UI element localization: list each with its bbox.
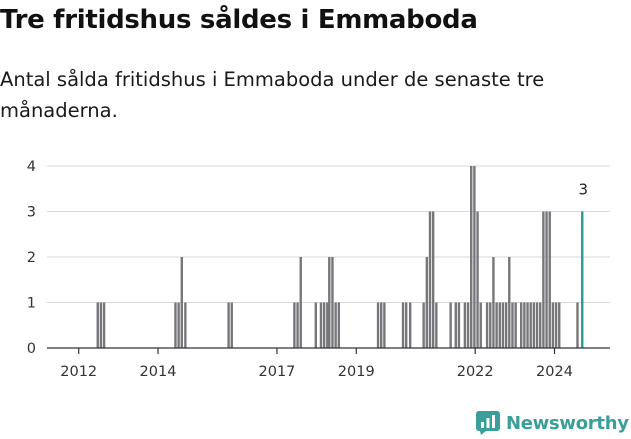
highlight-data-label: 3	[578, 181, 588, 199]
y-tick-label: 0	[27, 341, 36, 357]
bar	[401, 302, 405, 348]
y-tick-label: 1	[27, 296, 36, 312]
bar	[230, 302, 233, 348]
bar	[376, 302, 380, 348]
brand-logo: Newsworthy	[476, 408, 629, 438]
y-tick-label: 4	[27, 159, 36, 175]
bar	[422, 302, 425, 348]
bar	[514, 302, 517, 348]
bar	[529, 302, 532, 348]
bar	[428, 211, 432, 348]
bar	[463, 302, 467, 348]
bar	[331, 257, 334, 348]
bar	[466, 302, 470, 348]
x-tick-label: 2022	[457, 364, 494, 380]
bar	[184, 302, 187, 348]
bar	[498, 302, 501, 348]
bar	[337, 302, 341, 348]
bar	[501, 302, 505, 348]
bar-highlight	[581, 211, 584, 348]
bar	[180, 257, 184, 348]
bar	[227, 302, 230, 348]
bar	[383, 302, 386, 348]
bar	[334, 302, 337, 348]
bar	[479, 302, 482, 348]
bar	[535, 302, 539, 348]
bar	[314, 302, 318, 348]
newsworthy-logo-icon	[476, 411, 500, 435]
bar	[495, 302, 498, 348]
bar	[545, 211, 548, 348]
bar	[408, 302, 412, 348]
bar	[523, 302, 526, 348]
bar	[554, 302, 558, 348]
bar	[532, 302, 536, 348]
bar	[328, 257, 331, 348]
bar	[177, 302, 180, 348]
chart-subtitle: Antal sålda fritidshus i Emmaboda under …	[0, 68, 545, 122]
x-tick-label: 2017	[259, 364, 296, 380]
bar	[492, 257, 495, 348]
bar	[319, 302, 323, 348]
bar	[539, 302, 542, 348]
x-tick-labels: 2012 2014 2017 2019 2022 2024	[60, 364, 573, 380]
bar	[299, 257, 302, 348]
bar	[380, 302, 383, 348]
bar	[551, 302, 555, 348]
bar	[542, 211, 545, 348]
y-tick-label: 3	[27, 205, 36, 221]
bar	[485, 302, 489, 348]
bar	[576, 302, 579, 348]
bar	[425, 257, 429, 348]
bar	[519, 302, 523, 348]
x-tick-label: 2014	[140, 364, 177, 380]
y-tick-label: 2	[27, 250, 36, 266]
bar	[435, 302, 438, 348]
bar	[473, 166, 476, 348]
bar	[322, 302, 326, 348]
bar	[326, 302, 329, 348]
chart-title: Tre fritidshus såldes i Emmaboda	[0, 5, 478, 35]
bar	[558, 302, 561, 348]
y-tick-labels: 0 1 2 3 4	[27, 159, 36, 357]
bar	[457, 302, 461, 348]
bar	[504, 302, 508, 348]
x-tick-label: 2012	[60, 364, 97, 380]
bar	[489, 302, 492, 348]
bar	[174, 302, 177, 348]
bar	[449, 302, 452, 348]
bar	[293, 302, 296, 348]
bar	[102, 302, 106, 348]
x-tick-label: 2019	[338, 364, 375, 380]
bar	[454, 302, 457, 348]
bar	[99, 302, 103, 348]
bar	[96, 302, 99, 348]
bar	[296, 302, 299, 348]
bar	[476, 211, 479, 348]
bar	[526, 302, 529, 348]
bar	[405, 302, 408, 348]
bar	[548, 211, 551, 348]
x-tick-label: 2024	[536, 364, 573, 380]
x-ticks	[78, 348, 556, 354]
bar	[470, 166, 473, 348]
bar	[511, 302, 514, 348]
bar	[431, 211, 435, 348]
bars	[96, 166, 584, 348]
brand-name: Newsworthy	[506, 412, 629, 434]
bar	[508, 257, 511, 348]
